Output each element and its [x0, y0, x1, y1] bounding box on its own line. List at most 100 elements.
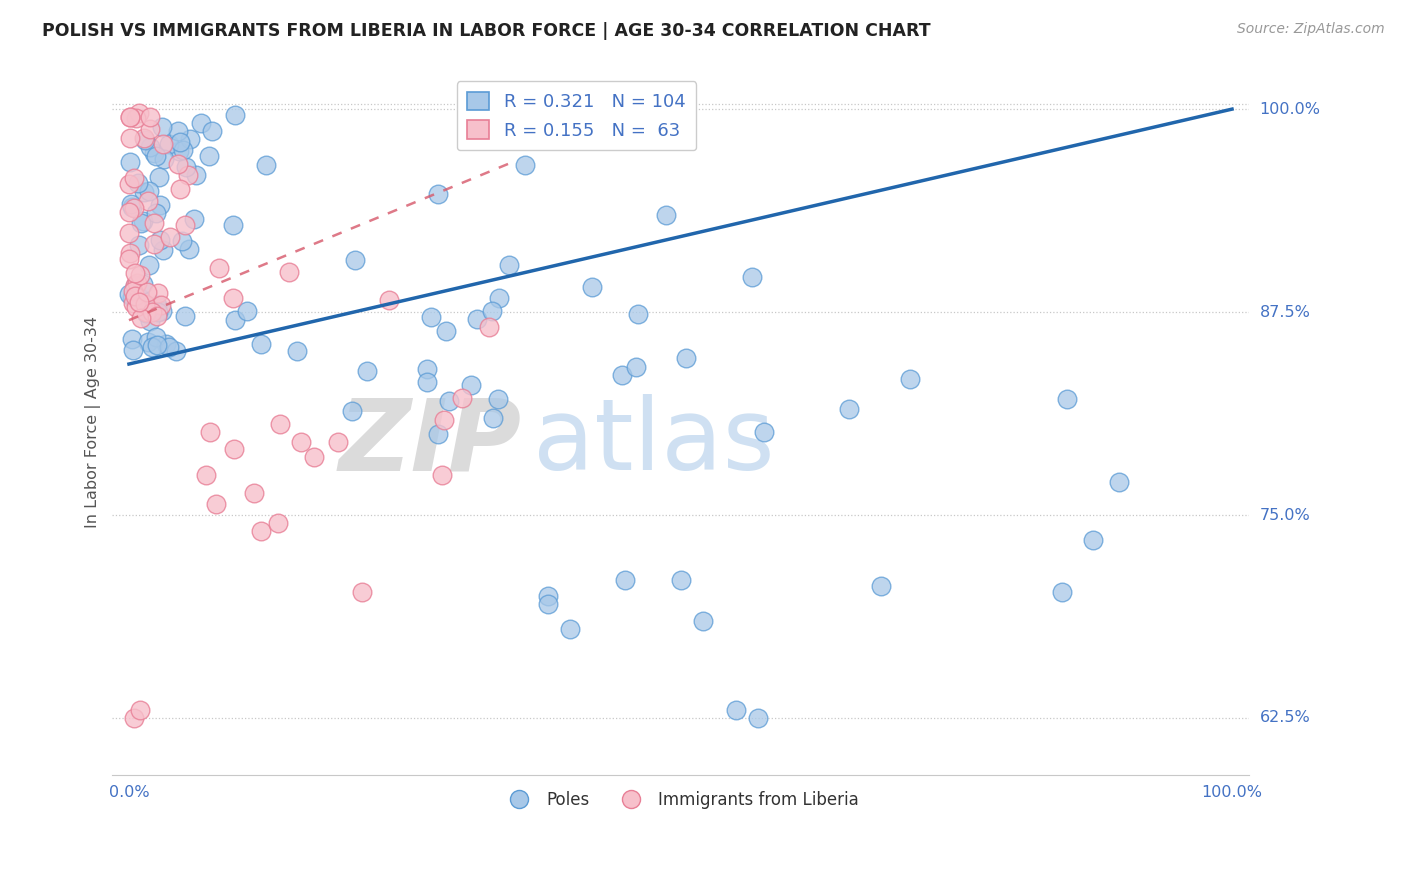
Point: [741, 269, 763, 284]
Point: [1081, 533, 1104, 547]
Point: [378, 293, 401, 307]
Point: [350, 585, 373, 599]
Point: [121, 332, 143, 346]
Point: [118, 205, 141, 219]
Text: ZIP: ZIP: [339, 394, 522, 491]
Point: [870, 579, 893, 593]
Point: [285, 343, 308, 358]
Legend: Poles, Immigrants from Liberia: Poles, Immigrants from Liberia: [496, 785, 865, 816]
Point: [426, 187, 449, 202]
Point: [125, 300, 148, 314]
Point: [121, 289, 143, 303]
Point: [166, 124, 188, 138]
Point: [838, 402, 860, 417]
Point: [224, 442, 246, 456]
Point: [675, 351, 697, 366]
Point: [356, 364, 378, 378]
Point: [128, 105, 150, 120]
Point: [139, 314, 162, 328]
Point: [143, 145, 166, 160]
Point: [138, 140, 160, 154]
Point: [170, 234, 193, 248]
Point: [141, 340, 163, 354]
Point: [537, 597, 560, 611]
Point: [267, 516, 290, 530]
Point: [477, 319, 499, 334]
Point: [145, 330, 167, 344]
Point: [135, 305, 157, 319]
Point: [148, 197, 170, 211]
Point: [138, 258, 160, 272]
Point: [120, 110, 142, 124]
Point: [242, 486, 264, 500]
Point: [169, 181, 191, 195]
Point: [118, 286, 141, 301]
Point: [138, 111, 160, 125]
Point: [201, 124, 224, 138]
Point: [150, 298, 173, 312]
Point: [120, 110, 142, 124]
Point: [614, 573, 637, 587]
Point: [165, 343, 187, 358]
Point: [626, 359, 648, 374]
Point: [132, 185, 155, 199]
Point: [135, 285, 157, 300]
Point: [342, 403, 364, 417]
Point: [146, 338, 169, 352]
Text: atlas: atlas: [533, 394, 775, 491]
Point: [152, 137, 174, 152]
Point: [194, 467, 217, 482]
Point: [190, 116, 212, 130]
Point: [150, 304, 173, 318]
Text: 87.5%: 87.5%: [1260, 304, 1310, 319]
Point: [145, 149, 167, 163]
Point: [134, 130, 156, 145]
Point: [177, 242, 200, 256]
Point: [122, 296, 145, 310]
Point: [224, 108, 246, 122]
Point: [1052, 584, 1074, 599]
Point: [610, 368, 633, 382]
Point: [127, 176, 149, 190]
Point: [159, 230, 181, 244]
Point: [118, 252, 141, 266]
Point: [184, 169, 207, 183]
Y-axis label: In Labor Force | Age 30-34: In Labor Force | Age 30-34: [86, 316, 101, 528]
Point: [416, 362, 439, 376]
Point: [482, 410, 505, 425]
Point: [724, 703, 747, 717]
Point: [898, 372, 921, 386]
Point: [129, 310, 152, 325]
Point: [134, 133, 156, 147]
Point: [125, 276, 148, 290]
Point: [128, 291, 150, 305]
Point: [179, 132, 201, 146]
Point: [250, 524, 273, 539]
Point: [669, 573, 692, 587]
Point: [200, 425, 222, 440]
Point: [498, 258, 520, 272]
Point: [155, 337, 177, 351]
Text: POLISH VS IMMIGRANTS FROM LIBERIA IN LABOR FORCE | AGE 30-34 CORRELATION CHART: POLISH VS IMMIGRANTS FROM LIBERIA IN LAB…: [42, 22, 931, 40]
Point: [124, 711, 146, 725]
Point: [134, 297, 156, 311]
Point: [136, 334, 159, 349]
Point: [173, 144, 195, 158]
Point: [560, 622, 582, 636]
Point: [142, 216, 165, 230]
Point: [118, 227, 141, 241]
Point: [128, 238, 150, 252]
Point: [146, 297, 169, 311]
Point: [145, 310, 167, 324]
Point: [290, 435, 312, 450]
Point: [141, 304, 163, 318]
Point: [513, 158, 536, 172]
Point: [122, 343, 145, 357]
Point: [132, 277, 155, 291]
Point: [1056, 392, 1078, 406]
Point: [437, 394, 460, 409]
Point: [1108, 475, 1130, 489]
Point: [488, 291, 510, 305]
Point: [752, 425, 775, 439]
Point: [118, 131, 141, 145]
